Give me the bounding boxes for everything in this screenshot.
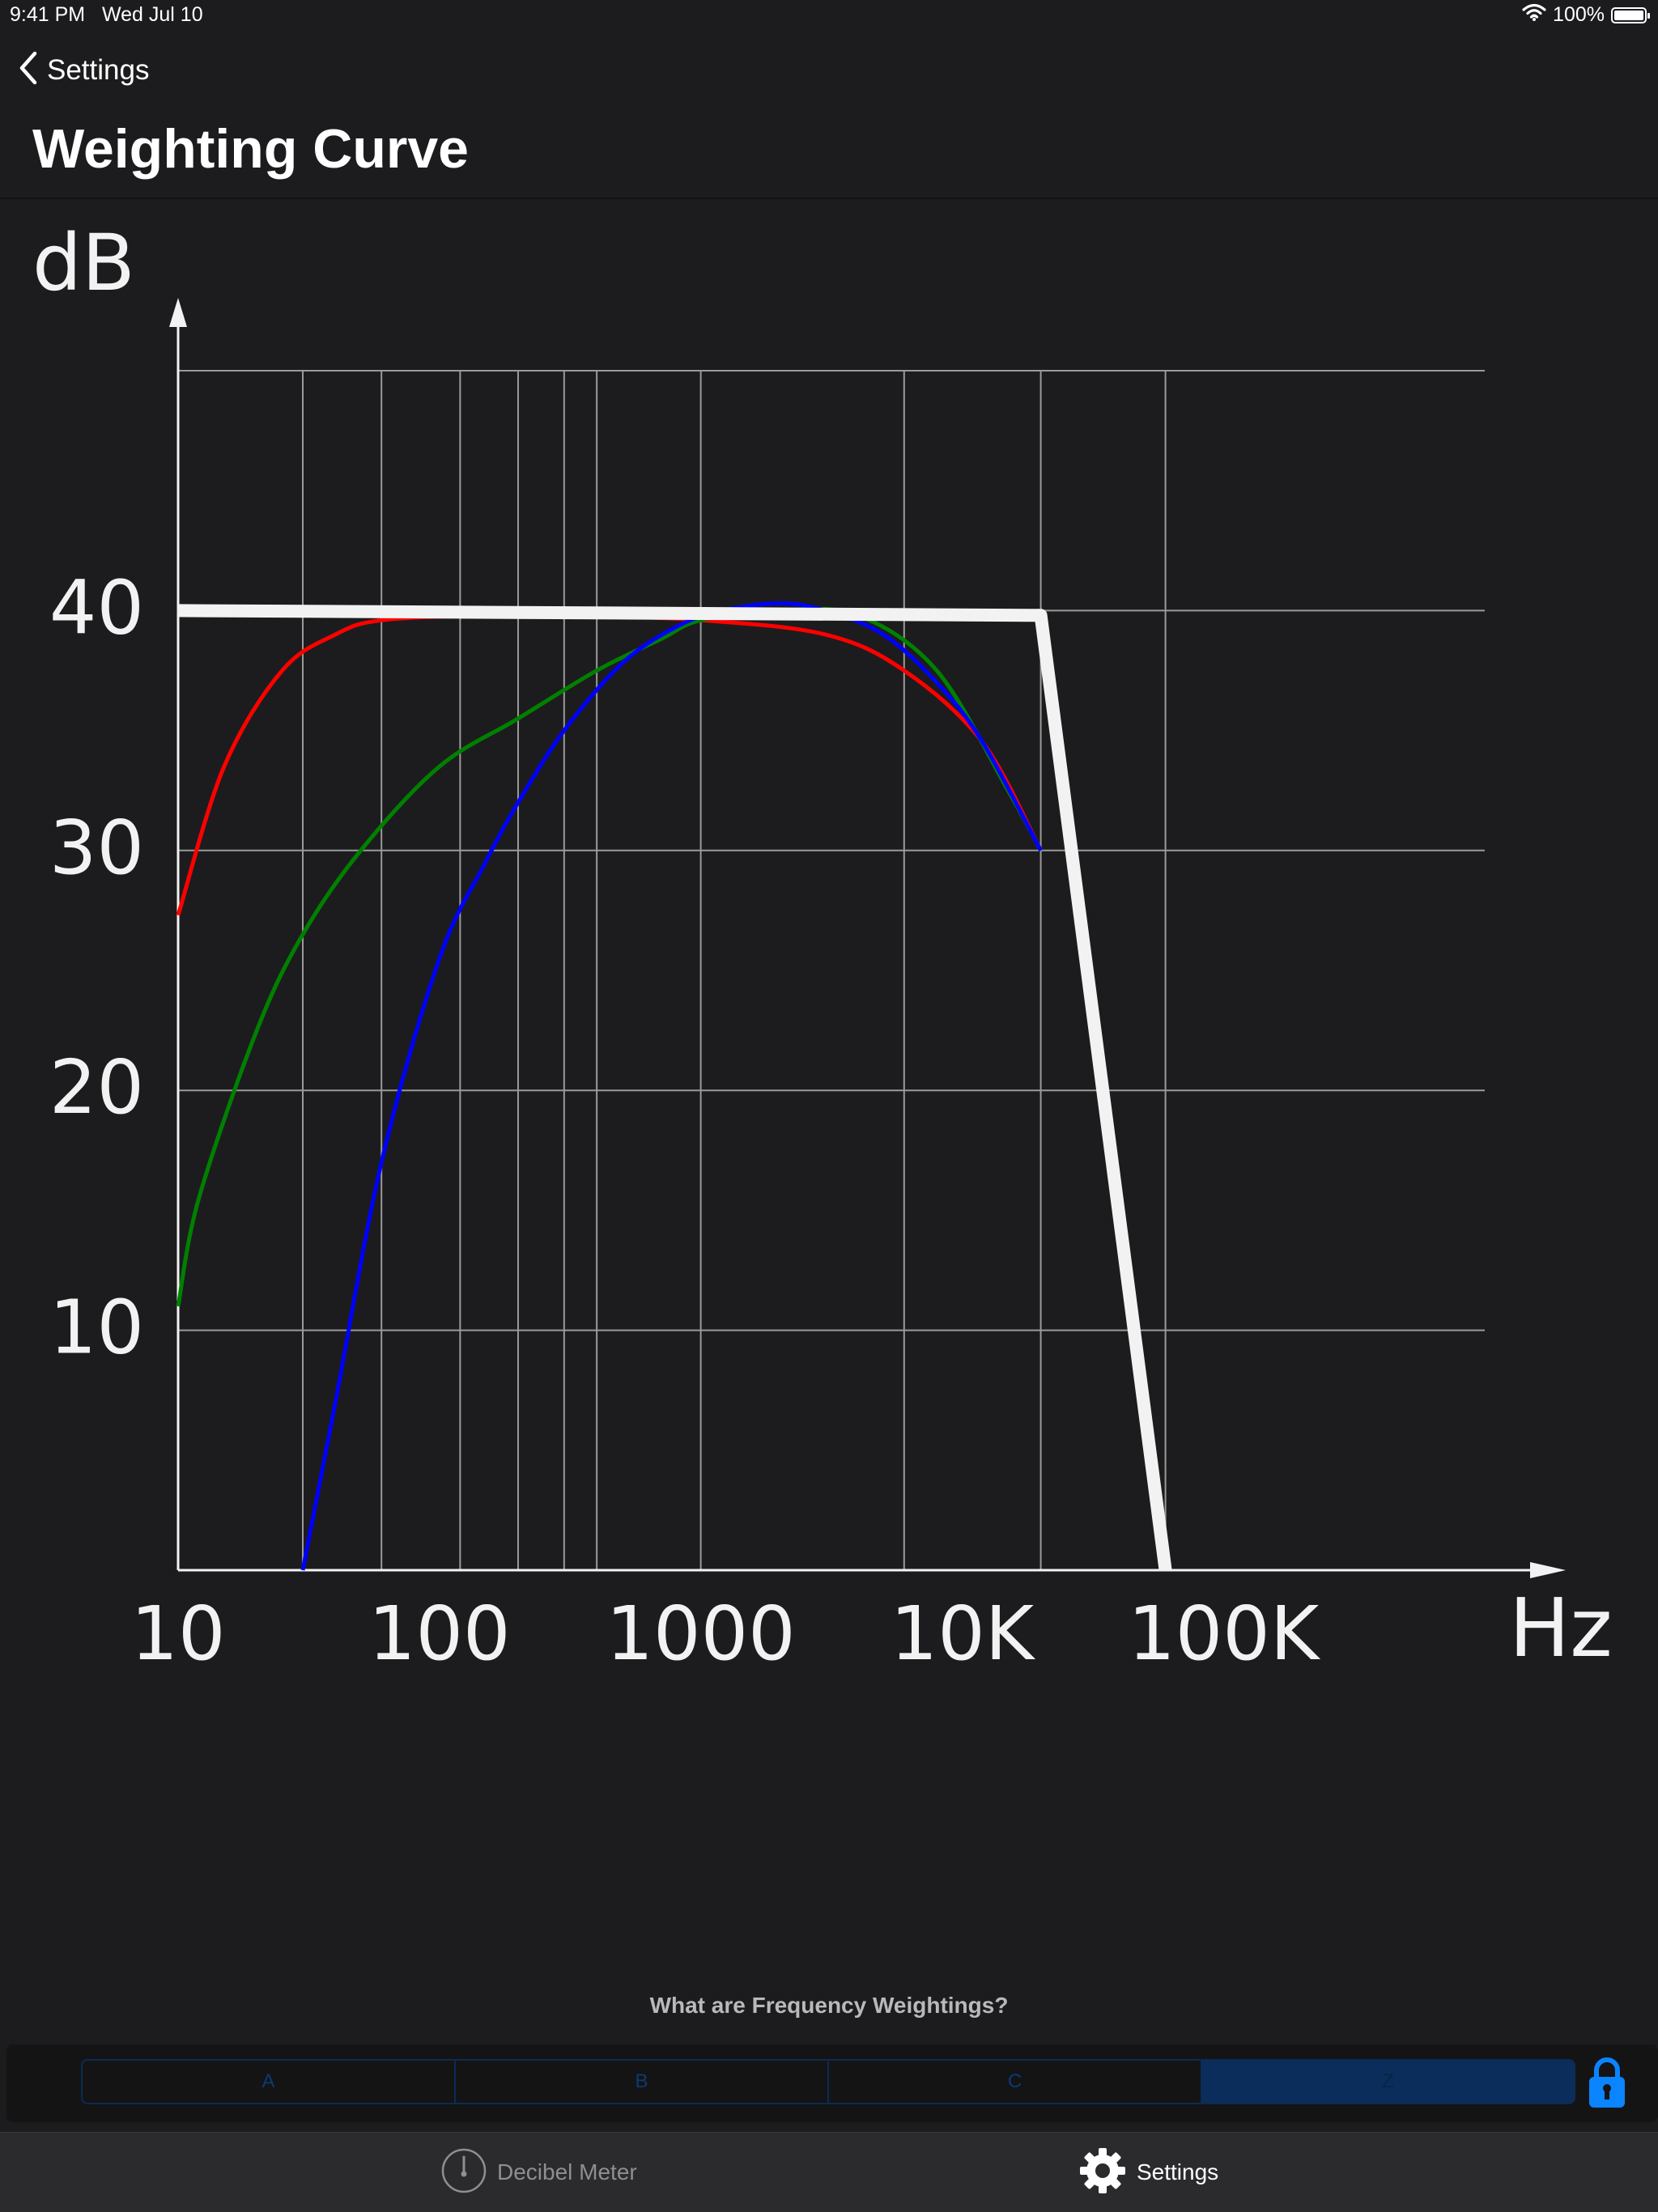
weighting-option-z[interactable]: Z <box>1202 2061 1574 2103</box>
chevron-left-icon <box>18 50 39 90</box>
y-tick-label: 30 <box>49 805 144 891</box>
status-date: Wed Jul 10 <box>102 3 203 26</box>
tab-decibel-meter-label: Decibel Meter <box>497 2159 637 2184</box>
weighting-option-c[interactable]: C <box>829 2061 1202 2103</box>
x-tick-label: 10 <box>130 1590 225 1677</box>
x-axis-label: Hz <box>1509 1581 1613 1675</box>
weighting-curve-chart: dB Hz 10 20 30 40 10 100 1000 10K 100K <box>0 199 1658 1721</box>
status-indicators: 100% <box>1522 3 1650 27</box>
gear-icon <box>1078 2146 1127 2199</box>
frequency-weightings-info-link[interactable]: What are Frequency Weightings? <box>649 1993 1009 2018</box>
battery-icon <box>1611 6 1650 23</box>
weighting-option-b[interactable]: B <box>456 2061 829 2103</box>
weighting-series-line <box>300 601 1043 1571</box>
gauge-icon <box>440 2147 487 2198</box>
y-tick-label: 10 <box>49 1284 144 1371</box>
tab-bar: Decibel Meter Settings <box>0 2132 1658 2212</box>
weighting-option-a[interactable]: A <box>83 2061 456 2103</box>
tab-decibel-meter[interactable]: Decibel Meter <box>440 2133 637 2212</box>
y-axis-arrow <box>169 298 187 327</box>
x-axis-arrow <box>1530 1562 1566 1578</box>
lock-icon[interactable] <box>1587 2054 1627 2109</box>
x-tick-label: 100K <box>1128 1590 1321 1677</box>
y-tick-label: 20 <box>49 1044 144 1131</box>
status-bar: 9:41 PM Wed Jul 10 100% <box>0 0 1658 32</box>
back-button-label: Settings <box>47 53 150 86</box>
status-time: 9:41 PM <box>10 3 86 26</box>
x-tick-label: 100 <box>368 1590 511 1677</box>
chart-svg: dB Hz 10 20 30 40 10 100 1000 10K 100K <box>32 218 1613 1677</box>
weighting-series-line <box>176 606 1043 1307</box>
page-title: Weighting Curve <box>32 118 469 180</box>
chart-series <box>176 601 1172 1572</box>
y-axis-label: dB <box>32 218 135 308</box>
header-divider <box>0 197 1658 199</box>
x-tick-label: 10K <box>891 1590 1036 1677</box>
tab-settings[interactable]: Settings <box>1078 2133 1218 2212</box>
battery-percent: 100% <box>1553 3 1605 26</box>
back-button[interactable]: Settings <box>18 50 149 90</box>
y-tick-label: 40 <box>49 564 144 651</box>
weighting-segmented-control[interactable]: A B C Z <box>81 2059 1575 2104</box>
wifi-icon <box>1522 3 1546 27</box>
chart-labels: dB Hz 10 20 30 40 10 100 1000 10K 100K <box>32 218 1613 1677</box>
chart-axes <box>169 298 1566 1578</box>
weighting-series-line <box>177 604 1172 1572</box>
chart-grid <box>178 370 1485 1570</box>
weighting-series-line <box>176 613 1043 916</box>
x-tick-label: 1000 <box>606 1590 796 1677</box>
tab-settings-label: Settings <box>1137 2159 1219 2184</box>
